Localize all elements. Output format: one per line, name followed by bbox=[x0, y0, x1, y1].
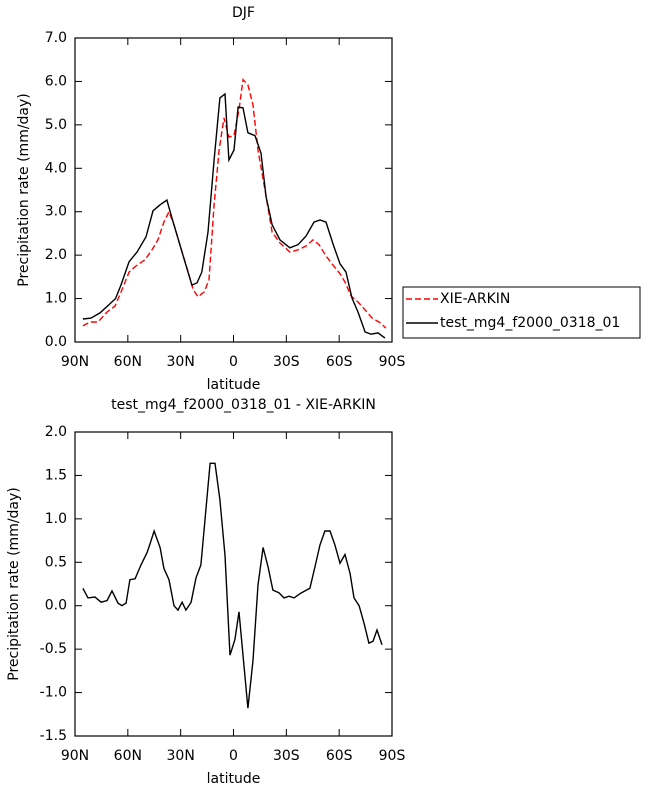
chart-title: DJF bbox=[232, 5, 255, 21]
chart-title: test_mg4_f2000_0318_01 - XIE-ARKIN bbox=[111, 397, 376, 413]
y-tick-label: 2.0 bbox=[45, 424, 67, 440]
y-tick-label: 4.0 bbox=[45, 160, 67, 176]
data-line bbox=[82, 78, 387, 329]
y-axis-label: Precipitation rate (mm/day) bbox=[6, 487, 22, 681]
y-tick-label: 1.0 bbox=[45, 511, 67, 527]
x-tick-label: 0 bbox=[229, 748, 238, 764]
y-tick-label: 5.0 bbox=[45, 117, 67, 133]
plot-frame bbox=[74, 431, 393, 737]
y-tick-label: 3.0 bbox=[45, 204, 67, 220]
y-tick-label: 0.0 bbox=[45, 334, 67, 350]
y-tick-label: 1.5 bbox=[45, 467, 67, 483]
x-tick-label: 60S bbox=[326, 354, 353, 370]
y-tick-label: 1.0 bbox=[45, 291, 67, 307]
y-tick-label: 0.5 bbox=[45, 554, 67, 570]
x-tick-label: 90N bbox=[61, 354, 89, 370]
x-tick-label: 60S bbox=[326, 748, 353, 764]
plot-frame bbox=[74, 37, 393, 343]
y-tick-label: 0.0 bbox=[45, 598, 67, 614]
legend-label: test_mg4_f2000_0318_01 bbox=[440, 315, 620, 331]
y-tick-label: -1.5 bbox=[40, 728, 67, 744]
x-tick-label: 30N bbox=[167, 748, 195, 764]
data-line bbox=[82, 92, 386, 339]
x-tick-label: 90N bbox=[61, 748, 89, 764]
x-tick-label: 0 bbox=[229, 354, 238, 370]
legend-label: XIE-ARKIN bbox=[440, 291, 510, 307]
y-axis-label: Precipitation rate (mm/day) bbox=[16, 93, 32, 287]
data-line bbox=[82, 462, 383, 709]
x-tick-label: 30S bbox=[273, 748, 300, 764]
x-tick-label: 90S bbox=[379, 748, 406, 764]
x-axis-label: latitude bbox=[207, 771, 261, 787]
legend-box bbox=[402, 286, 641, 339]
y-tick-label: -0.5 bbox=[40, 641, 67, 657]
x-tick-label: 60N bbox=[114, 354, 142, 370]
x-axis-label: latitude bbox=[207, 377, 261, 393]
x-tick-label: 30S bbox=[273, 354, 300, 370]
y-tick-label: 2.0 bbox=[45, 247, 67, 263]
y-tick-label: 6.0 bbox=[45, 73, 67, 89]
x-tick-label: 90S bbox=[379, 354, 406, 370]
x-tick-label: 60N bbox=[114, 748, 142, 764]
x-tick-label: 30N bbox=[167, 354, 195, 370]
y-tick-label: -1.0 bbox=[40, 685, 67, 701]
y-tick-label: 7.0 bbox=[45, 30, 67, 46]
